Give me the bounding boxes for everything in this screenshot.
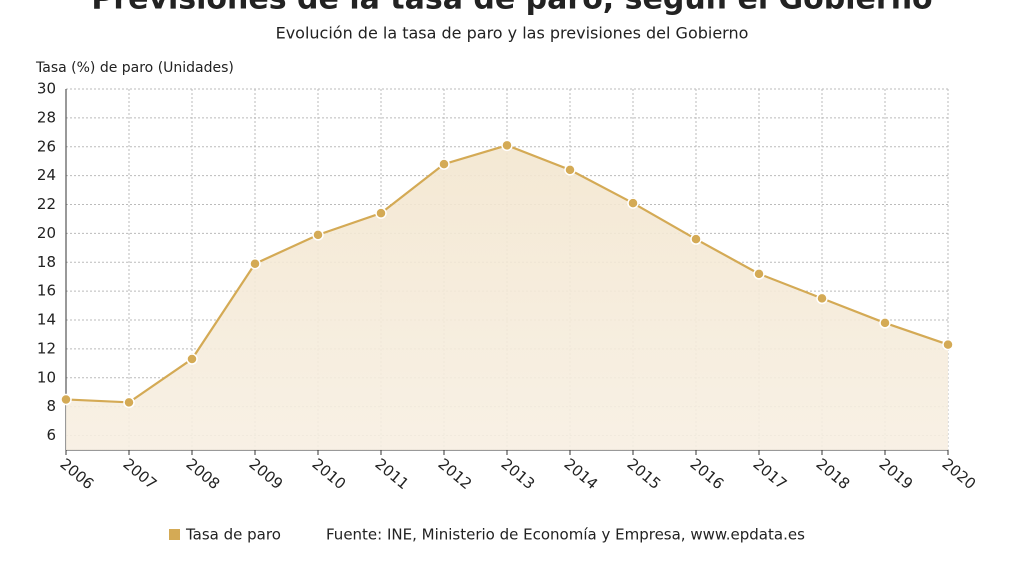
point [312,229,324,241]
x-tick-label: 2019 [876,455,917,493]
x-tick-label: 2009 [246,455,287,493]
legend-swatch [169,529,180,540]
point [249,257,261,270]
y-tick-label: 24 [37,166,56,184]
point [564,164,576,176]
chart-subtitle: Evolución de la tasa de paro y las previ… [276,24,749,43]
y-tick-label: 28 [37,108,56,126]
x-tick-label: 2010 [309,455,350,493]
y-tick-label: 6 [46,426,56,444]
point [186,353,198,365]
y-tick-label: 12 [37,339,56,357]
x-tick-label: 2012 [435,455,476,493]
x-tick-label: 2006 [57,455,98,493]
point [501,139,513,152]
y-tick-label: 20 [37,224,56,242]
y-tick-label: 8 [46,397,56,415]
point [753,268,765,280]
x-tick-label: 2020 [939,455,980,493]
x-tick-label: 2017 [750,455,791,493]
x-tick-label: 2008 [183,455,224,493]
x-tick-label: 2011 [372,455,413,493]
source: Fuente: INE, Ministerio de Economía y Em… [326,526,805,544]
point [942,338,954,351]
y-tick-label: 16 [37,282,56,300]
x-tick-label: 2016 [687,455,728,493]
legend-label: Tasa de paro [185,526,281,544]
point [438,158,450,170]
chart-title: Previsiones de la tasa de paro, según el… [91,0,932,17]
x-tick-label: 2015 [624,455,665,493]
y-tick-label: 30 [37,80,56,98]
x-tick-label: 2007 [120,455,161,493]
area-fill [66,145,948,451]
point [375,207,387,219]
point [123,396,135,409]
point [60,393,72,406]
y-axis-label: Tasa (%) de paro (Unidades) [35,60,234,76]
plot: 6 8 10 12 14 16 18 20 22 24 26 28 30 2006 2007 2008 2009… [37,80,979,494]
point [627,197,639,209]
y-tick-label: 14 [37,311,56,329]
y-tick-label: 22 [37,195,56,213]
y-tick-label: 10 [37,368,56,386]
y-tick-label: 18 [37,253,56,271]
x-tick-label: 2013 [498,455,539,493]
y-tick-label: 26 [37,137,56,155]
point [690,233,702,245]
point [879,317,891,329]
x-tick-label: 2018 [813,455,854,493]
point [816,292,828,305]
x-tick-label: 2014 [561,455,602,493]
